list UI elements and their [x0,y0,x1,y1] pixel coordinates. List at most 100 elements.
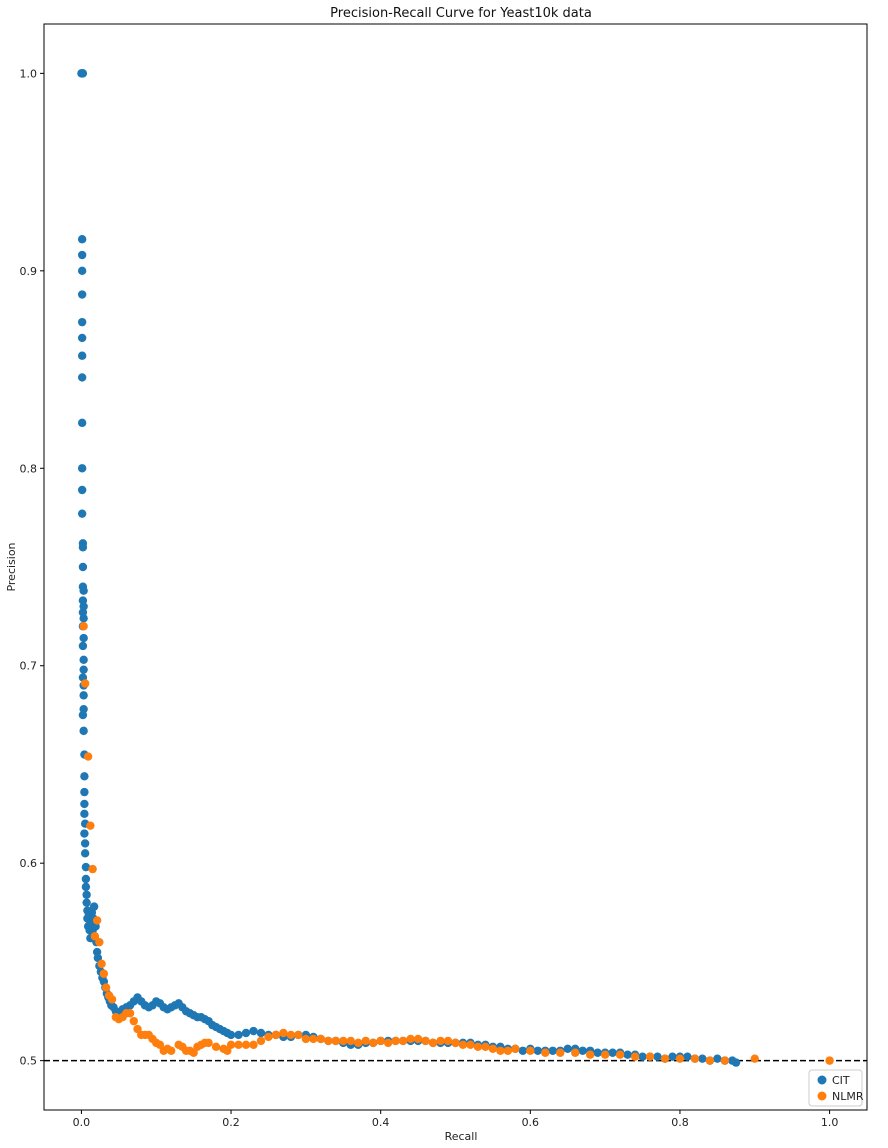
point-cit-5 [77,266,87,276]
point-cit-43 [80,849,90,858]
point-nlmr-4 [88,864,97,874]
chart-title: Precision-Recall Curve for Yeast10k data [330,6,592,21]
point-cit-45 [81,874,91,884]
point-cit-174 [731,1058,741,1067]
series-layer [77,69,834,1067]
point-nlmr-84 [585,1050,595,1059]
point-cit-153 [578,1046,587,1055]
point-cit-110 [256,1028,266,1038]
y-tick-label-1: 0.6 [20,857,38,870]
point-nlmr-0 [79,622,88,631]
point-cit-38 [80,799,89,809]
point-nlmr-80 [526,1046,535,1055]
point-nlmr-43 [241,1040,251,1050]
legend-marker-cit [817,1075,827,1085]
point-cit-109 [249,1026,258,1036]
point-nlmr-48 [279,1028,288,1038]
point-nlmr-58 [354,1038,363,1048]
point-cit-34 [79,726,88,736]
series-cit [77,69,741,1067]
point-nlmr-91 [690,1054,700,1063]
point-nlmr-3 [86,821,95,830]
point-nlmr-69 [436,1036,445,1046]
point-nlmr-10 [101,983,111,992]
point-nlmr-66 [413,1034,423,1044]
point-nlmr-56 [339,1036,348,1046]
point-nlmr-47 [271,1030,281,1040]
y-tick-label-5: 1.0 [20,67,38,80]
x-tick-label-5: 1.0 [821,1116,839,1129]
point-cit-36 [80,772,89,781]
point-cit-167 [683,1052,692,1061]
point-cit-11 [77,418,87,428]
point-cit-157 [608,1048,617,1057]
x-tick-label-3: 0.6 [522,1116,540,1129]
x-axis-title: Recall [445,1130,478,1143]
point-nlmr-28 [166,1046,176,1055]
plot-area [43,23,868,1111]
y-axis-title: Precision [5,542,18,591]
point-nlmr-18 [129,1016,138,1026]
point-nlmr-64 [398,1036,408,1046]
point-nlmr-67 [421,1036,430,1046]
point-nlmr-57 [346,1036,355,1046]
point-nlmr-81 [541,1048,550,1057]
point-cit-163 [653,1052,662,1061]
point-nlmr-75 [481,1042,490,1052]
point-nlmr-7 [95,937,104,947]
point-nlmr-6 [92,916,102,925]
point-nlmr-73 [466,1040,475,1050]
point-nlmr-78 [503,1046,513,1055]
point-cit-106 [226,1030,236,1040]
point-nlmr-77 [496,1046,505,1055]
point-cit-155 [593,1048,602,1057]
point-nlmr-68 [428,1038,438,1048]
point-nlmr-90 [675,1054,685,1063]
point-nlmr-55 [331,1036,340,1046]
point-cit-39 [80,809,89,819]
point-nlmr-49 [286,1030,296,1040]
point-nlmr-85 [600,1050,610,1059]
y-tick-label-0: 0.5 [20,1055,38,1068]
point-cit-31 [79,691,88,700]
point-nlmr-92 [705,1056,715,1065]
point-nlmr-93 [720,1056,730,1065]
point-nlmr-72 [458,1040,468,1050]
point-nlmr-9 [99,969,109,978]
point-cit-107 [234,1030,243,1040]
x-tick-label-4: 0.8 [671,1116,689,1129]
point-nlmr-45 [256,1036,266,1046]
point-nlmr-60 [369,1038,378,1048]
point-cit-161 [638,1052,647,1061]
point-cit-59 [89,902,99,911]
point-cit-4 [77,250,87,260]
x-tick-label-0: 0.0 [73,1116,91,1129]
point-cit-44 [81,862,91,872]
plot-frame [43,23,868,1111]
point-cit-28 [79,665,88,674]
point-cit-27 [79,655,88,665]
point-nlmr-53 [316,1034,326,1044]
x-axis: 0.0 0.2 0.4 0.6 0.8 1.0 [73,1110,839,1129]
point-nlmr-41 [226,1040,236,1050]
series-nlmr [79,622,834,1065]
point-nlmr-1 [80,679,90,688]
point-cit-33 [78,710,88,720]
point-cit-42 [80,839,90,848]
point-cit-17 [78,562,88,572]
point-nlmr-88 [645,1052,655,1061]
point-cit-23 [79,614,88,623]
point-nlmr-2 [83,752,93,761]
point-cit-7 [77,317,87,327]
point-cit-13 [77,485,87,495]
point-cit-19 [79,586,88,595]
y-tick-label-2: 0.7 [20,660,38,673]
point-nlmr-52 [309,1034,318,1044]
x-tick-label-1: 0.2 [222,1116,240,1129]
point-cit-108 [241,1028,251,1038]
point-nlmr-95 [825,1056,834,1065]
point-cit-6 [77,290,87,299]
point-cit-151 [563,1044,572,1053]
point-cit-171 [713,1054,722,1063]
